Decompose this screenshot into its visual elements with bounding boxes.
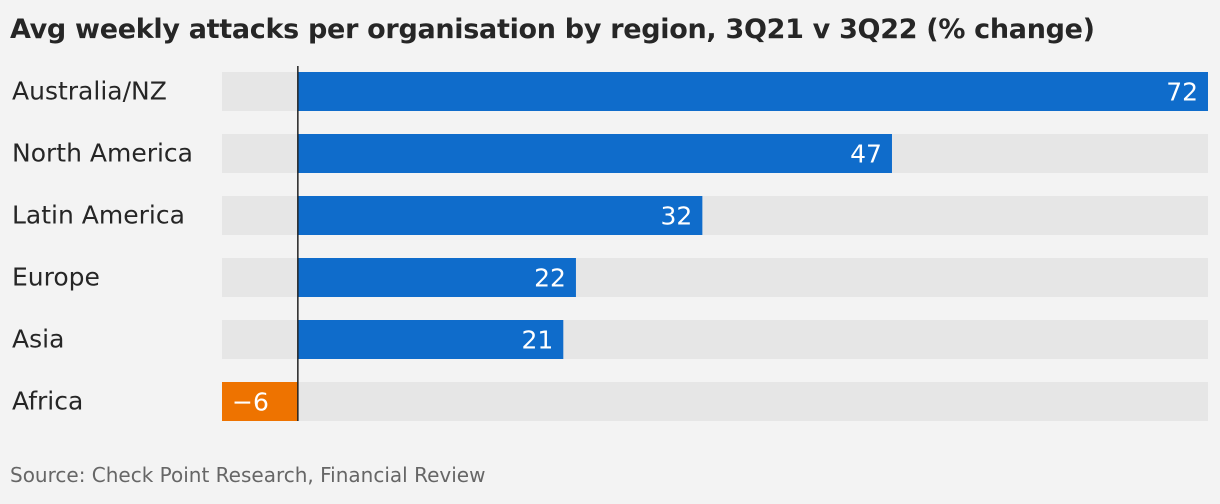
bar-track bbox=[222, 382, 1208, 421]
value-label: 21 bbox=[521, 326, 553, 355]
chart-title: Avg weekly attacks per organisation by r… bbox=[10, 14, 1095, 45]
bar-positive bbox=[297, 72, 1208, 111]
category-label: Latin America bbox=[12, 201, 185, 230]
value-label: 22 bbox=[534, 264, 566, 293]
category-label: Asia bbox=[12, 325, 64, 354]
category-label: Africa bbox=[12, 387, 83, 416]
category-label: North America bbox=[12, 139, 193, 168]
bar-positive bbox=[297, 196, 703, 235]
bar-positive bbox=[297, 320, 564, 359]
value-label: 32 bbox=[661, 202, 693, 231]
value-label: 72 bbox=[1166, 78, 1198, 107]
category-label: Australia/NZ bbox=[12, 77, 167, 106]
bar-positive bbox=[297, 134, 892, 173]
value-label: 47 bbox=[850, 140, 882, 169]
bar-negative bbox=[222, 382, 298, 421]
category-label: Europe bbox=[12, 263, 100, 292]
source-note: Source: Check Point Research, Financial … bbox=[10, 463, 486, 487]
value-label: −6 bbox=[232, 388, 269, 417]
bar-positive bbox=[297, 258, 576, 297]
